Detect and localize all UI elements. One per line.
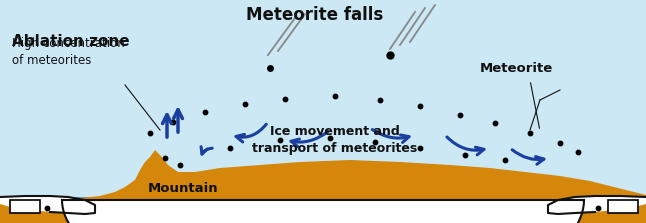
- Text: Meteorite falls: Meteorite falls: [246, 6, 383, 24]
- Text: Meteorite: Meteorite: [480, 62, 553, 75]
- Polygon shape: [0, 197, 646, 223]
- Polygon shape: [0, 196, 95, 214]
- Text: High concentration
of meteorites: High concentration of meteorites: [12, 37, 125, 67]
- Polygon shape: [548, 196, 646, 214]
- Polygon shape: [0, 150, 646, 223]
- Text: Mountain: Mountain: [148, 182, 218, 195]
- Text: Ablation zone: Ablation zone: [12, 34, 130, 49]
- Polygon shape: [62, 200, 584, 223]
- Bar: [608, 200, 638, 213]
- Text: Ice movement and
transport of meteorites: Ice movement and transport of meteorites: [253, 125, 417, 155]
- Bar: [10, 200, 40, 213]
